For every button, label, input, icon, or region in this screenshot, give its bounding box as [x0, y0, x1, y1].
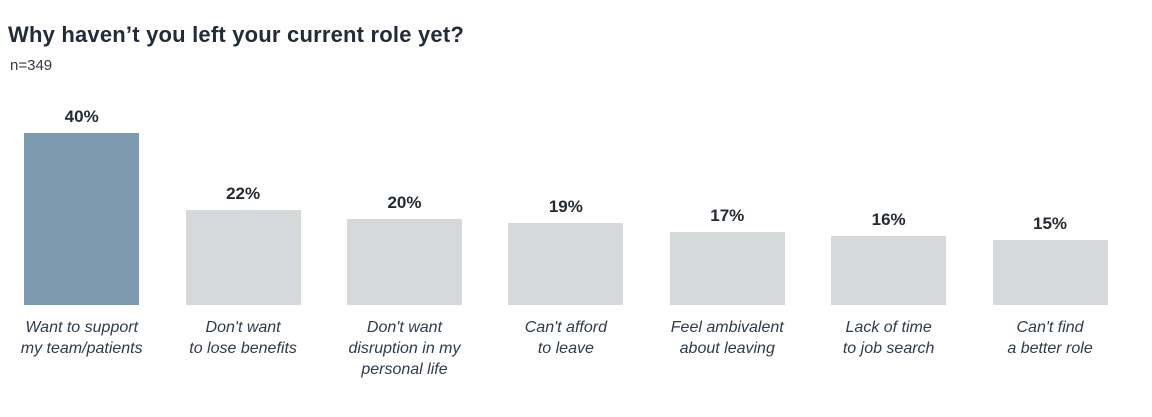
bar-value-label: 40%: [64, 107, 99, 126]
chart-title: Why haven’t you left your current role y…: [8, 22, 465, 47]
bar-value-label: 17%: [710, 206, 745, 225]
bar-value-label: 20%: [387, 193, 422, 212]
bar: [346, 219, 462, 305]
bar: [669, 232, 785, 305]
bar-group-1: 40% Want to support my team/patients: [1, 93, 162, 380]
bar-value-label: 19%: [548, 197, 583, 216]
bar-category-label: Feel ambivalent about leaving: [670, 319, 784, 357]
bar: [992, 240, 1108, 305]
bar: [508, 223, 624, 305]
bar: [831, 236, 947, 305]
bar-category-label: Don't want disruption in my personal lif…: [348, 319, 461, 378]
bar: [24, 133, 140, 305]
bar-category-label: Don't want to lose benefits: [189, 319, 297, 357]
bar-group-5: 17% Feel ambivalent about leaving: [647, 93, 808, 380]
bar: [185, 210, 301, 305]
bar-value-label: 16%: [871, 210, 906, 229]
bar-category-label: Can't find a better role: [1007, 319, 1093, 357]
plot-area: 40% Want to support my team/patients 22%…: [1, 93, 1131, 380]
bar-group-2: 22% Don't want to lose benefits: [162, 93, 323, 380]
bar-group-6: 16% Lack of time to job search: [808, 93, 969, 380]
bar-value-label: 15%: [1033, 214, 1068, 233]
bar-category-label: Can't afford to leave: [524, 319, 607, 357]
bar-value-label: 22%: [226, 184, 261, 203]
bar-group-7: 15% Can't find a better role: [969, 93, 1130, 380]
bar-category-label: Lack of time to job search: [842, 319, 935, 357]
bar-category-label: Want to support my team/patients: [20, 319, 143, 357]
bar-group-4: 19% Can't afford to leave: [485, 93, 646, 380]
sample-size-label: n=349: [10, 57, 53, 74]
bar-group-3: 20% Don't want disruption in my personal…: [324, 93, 485, 380]
chart-header: Why haven’t you left your current role y…: [0, 0, 1152, 74]
